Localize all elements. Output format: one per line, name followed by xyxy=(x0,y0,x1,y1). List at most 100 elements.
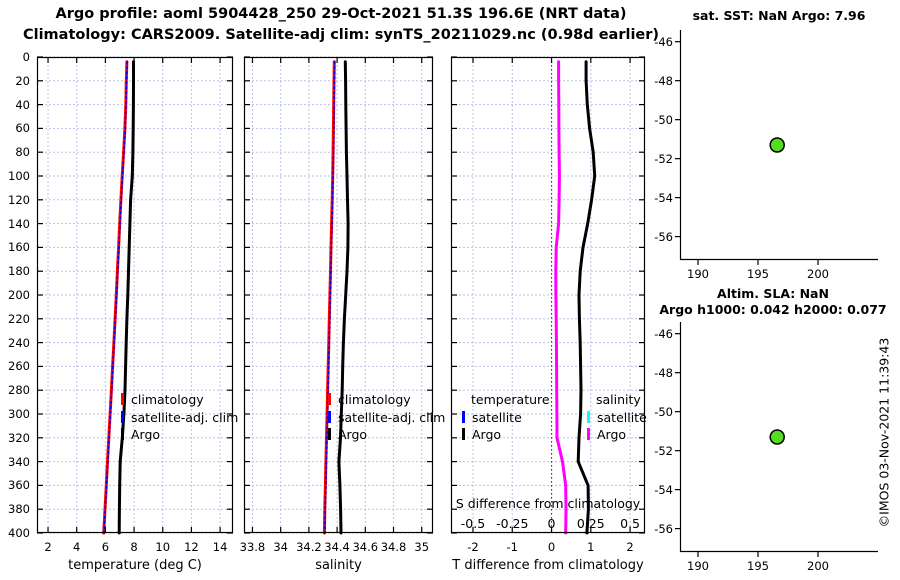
figure-title-line1: Argo profile: aoml 5904428_250 29-Oct-20… xyxy=(55,6,627,22)
sla_map-ytick-label: -50 xyxy=(654,404,673,419)
temperature-xtick-label: 4 xyxy=(73,540,81,554)
legend-row: climatology xyxy=(328,391,445,409)
temperature-xtick-label: 14 xyxy=(212,540,228,554)
sst_map-ytick-label: -56 xyxy=(654,229,673,244)
salinity-axis-label: salinity xyxy=(315,558,362,573)
series-S Argo xyxy=(554,60,568,535)
temperature-ytick-label: 60 xyxy=(15,121,30,136)
series-Argo xyxy=(337,60,350,535)
temperature-panel xyxy=(36,56,234,535)
temperature-ytick-label: 320 xyxy=(8,430,30,445)
temperature-xtick-label: 12 xyxy=(184,540,199,554)
satellite-s-line-swatch xyxy=(587,410,590,423)
difference-inner-tick-label: 0.25 xyxy=(576,516,605,531)
legend-row: satellite-adj. clim xyxy=(328,409,445,427)
imos-watermark: ©IMOS 03-Nov-2021 11:39:43 xyxy=(876,337,892,528)
sla_map-ytick-label: -46 xyxy=(654,326,673,341)
temperature-ytick-label: 200 xyxy=(8,288,30,302)
series-satellite-adj. clim xyxy=(103,61,128,534)
argo-s-line-swatch xyxy=(587,428,590,440)
sst_map-xtick-label: 190 xyxy=(687,267,709,281)
series-T Argo xyxy=(576,60,597,535)
sla_map-ytick-label: -48 xyxy=(654,365,673,380)
sla-map-subtitle: Argo h1000: 0.042 h2000: 0.077 xyxy=(659,302,887,317)
temperature-ytick-label: 140 xyxy=(8,216,30,231)
argo-line-swatch xyxy=(121,428,124,440)
sla-map-title: Altim. SLA: NaN xyxy=(717,286,829,301)
sla_map-xtick-label: 200 xyxy=(807,559,829,573)
temperature-ytick-label: 80 xyxy=(15,145,30,160)
difference-panel xyxy=(450,56,646,535)
sst_map-xtick-label: 200 xyxy=(807,267,829,281)
salinity-xtick-label: 33.8 xyxy=(239,540,266,554)
salinity-xtick-label: 34.2 xyxy=(296,540,322,554)
satellite-t-line-swatch xyxy=(462,410,465,423)
sst_map-ytick-label: -52 xyxy=(654,151,673,166)
sst_map-ytick-label: -54 xyxy=(654,190,673,205)
sst_map-ytick-label: -46 xyxy=(654,34,673,49)
legend-label-satellite-adj-clim: satellite-adj. clim xyxy=(131,409,239,425)
temperature-ytick-label: 260 xyxy=(8,359,30,374)
temperature-ytick-label: 220 xyxy=(8,311,30,326)
legend-label-climatology: climatology xyxy=(131,392,204,407)
legend-label-argo: Argo xyxy=(597,427,627,442)
difference-axis-label: T difference from climatology xyxy=(452,558,644,573)
sla-map-panel xyxy=(675,322,878,557)
legend-row: Argo xyxy=(587,426,647,444)
salinity-xtick-label: 34 xyxy=(273,540,288,554)
temperature-legend: climatology satellite-adj. clim Argo xyxy=(121,391,238,444)
diff-temperature-legend: temperature satellite Argo xyxy=(462,391,550,444)
difference-xtick-label: 0 xyxy=(547,540,556,554)
legend-row: Argo xyxy=(328,426,445,444)
sla_map-xtick-label: 195 xyxy=(747,559,769,573)
legend-row: Argo xyxy=(462,426,550,444)
salinity-xtick-label: 34.8 xyxy=(380,540,407,554)
temperature-ytick-label: 280 xyxy=(8,383,30,398)
series-Argo xyxy=(117,60,135,535)
float-position-marker xyxy=(769,137,785,153)
sla_map-xtick-label: 190 xyxy=(687,559,709,573)
legend-label-satellite: satellite xyxy=(472,409,522,425)
temperature-ytick-label: 400 xyxy=(8,526,30,540)
temperature-axis-label: temperature (deg C) xyxy=(68,558,202,573)
legend-label-argo: Argo xyxy=(338,427,368,442)
sst_map-ytick-label: -50 xyxy=(654,112,673,127)
legend-label-argo: Argo xyxy=(472,427,502,442)
temperature-ytick-label: 380 xyxy=(8,502,30,517)
temperature-ytick-label: 180 xyxy=(8,264,30,279)
diff-salinity-legend: salinity satellite Argo xyxy=(587,391,647,444)
sst-map-panel xyxy=(675,30,878,265)
temperature-ytick-label: 0 xyxy=(22,50,30,64)
temperature-ytick-label: 340 xyxy=(8,454,30,469)
float-position-marker xyxy=(769,429,785,445)
difference-inner-tick-label: -0.25 xyxy=(496,516,529,531)
difference-inner-tick-label: 0.5 xyxy=(620,516,641,531)
temperature-ytick-label: 360 xyxy=(8,478,30,493)
sst_map-xtick-label: 195 xyxy=(747,267,769,281)
argo-t-line-swatch xyxy=(462,428,465,440)
temperature-ytick-label: 160 xyxy=(8,240,30,255)
sst-map-title: sat. SST: NaN Argo: 7.96 xyxy=(692,8,866,23)
sla_map-ytick-label: -52 xyxy=(654,443,673,458)
salinity-legend: climatology satellite-adj. clim Argo xyxy=(328,391,445,444)
difference-xtick-label: 1 xyxy=(587,540,595,554)
legend-header-salinity: salinity xyxy=(596,392,641,407)
temperature-ytick-label: 20 xyxy=(15,73,30,88)
sla_map-ytick-label: -54 xyxy=(654,482,673,497)
legend-row: satellite-adj. clim xyxy=(121,409,238,427)
salinity-panel xyxy=(243,56,434,535)
salinity-xtick-label: 34.6 xyxy=(352,540,379,554)
temperature-xtick-label: 2 xyxy=(44,540,52,554)
argo-line-swatch xyxy=(328,428,331,440)
legend-header-temperature: temperature xyxy=(471,392,550,407)
legend-row: climatology xyxy=(121,391,238,409)
sst_map-ytick-label: -48 xyxy=(654,73,673,88)
climatology-line-swatch xyxy=(328,393,331,405)
climatology-line-swatch xyxy=(121,393,124,405)
sla_map-ytick-label: -56 xyxy=(654,521,673,536)
figure-title-line2: Climatology: CARS2009. Satellite-adj cli… xyxy=(22,27,660,43)
difference-inner-axis-label: S difference from climatology xyxy=(455,496,641,511)
legend-row: satellite xyxy=(587,409,647,427)
difference-xtick-label: -1 xyxy=(506,540,518,554)
satellite-adj-clim-line-swatch xyxy=(328,410,331,423)
